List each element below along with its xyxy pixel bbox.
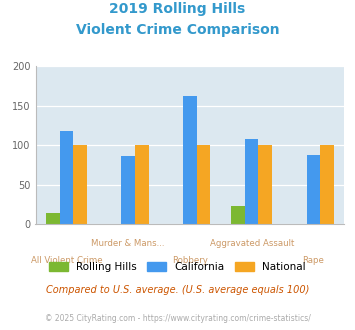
- Bar: [121, 156, 135, 224]
- Text: Violent Crime Comparison: Violent Crime Comparison: [76, 23, 279, 37]
- Text: Compared to U.S. average. (U.S. average equals 100): Compared to U.S. average. (U.S. average …: [46, 285, 309, 295]
- Text: 2019 Rolling Hills: 2019 Rolling Hills: [109, 2, 246, 16]
- Text: Murder & Mans...: Murder & Mans...: [91, 239, 165, 248]
- Text: All Violent Crime: All Violent Crime: [31, 256, 102, 265]
- Text: Aggravated Assault: Aggravated Assault: [209, 239, 294, 248]
- Bar: [46, 213, 60, 224]
- Bar: [245, 139, 258, 224]
- Legend: Rolling Hills, California, National: Rolling Hills, California, National: [45, 258, 310, 276]
- Text: Rape: Rape: [302, 256, 324, 265]
- Text: © 2025 CityRating.com - https://www.cityrating.com/crime-statistics/: © 2025 CityRating.com - https://www.city…: [45, 314, 310, 323]
- Bar: [183, 96, 197, 224]
- Text: Robbery: Robbery: [172, 256, 208, 265]
- Bar: [258, 145, 272, 224]
- Bar: [73, 145, 87, 224]
- Bar: [307, 155, 320, 224]
- Bar: [231, 206, 245, 224]
- Bar: [135, 145, 148, 224]
- Bar: [60, 131, 73, 224]
- Bar: [320, 145, 334, 224]
- Bar: [197, 145, 210, 224]
